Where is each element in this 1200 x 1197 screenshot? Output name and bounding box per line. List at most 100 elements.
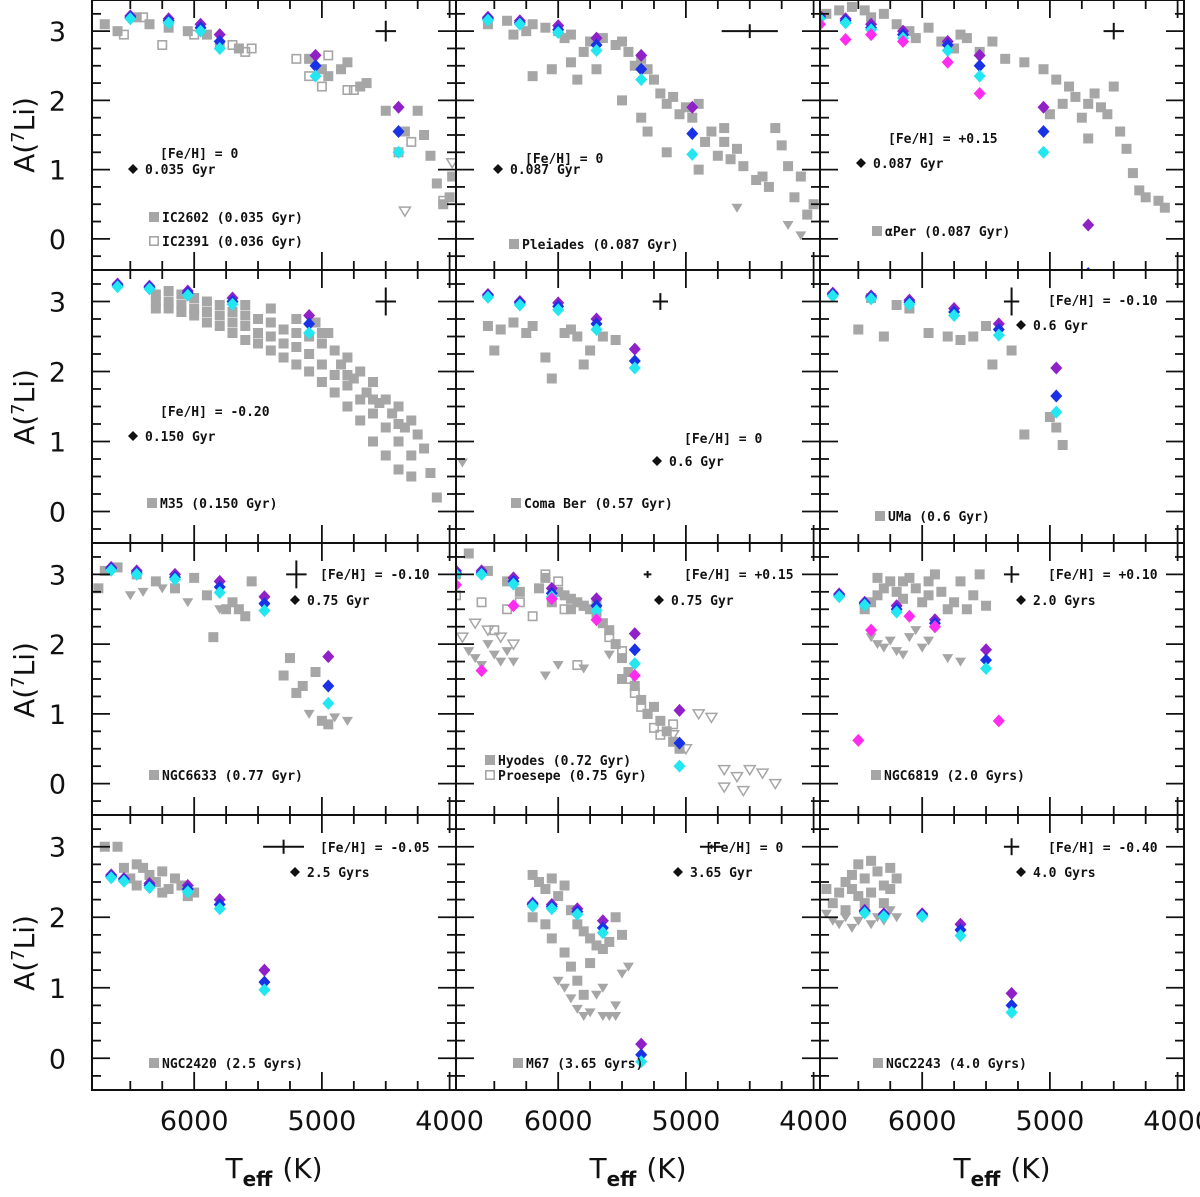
x-tick-label: 4000: [1143, 1106, 1200, 1137]
data-point: [304, 53, 315, 64]
panel-ngc6819: [Fe/H] = +0.10 2.0 Gyrs NGC6819 (2.0 Gyrs): [819, 542, 1185, 816]
y-tick-label: 0: [49, 1044, 66, 1075]
model-point: [941, 44, 954, 58]
data-point: [559, 328, 570, 338]
data-point: [623, 667, 634, 678]
model-point: [635, 73, 648, 87]
data-point: [891, 19, 902, 30]
data-point: [655, 729, 666, 740]
data-point: [233, 604, 244, 615]
cluster-square: [853, 293, 1068, 450]
data-point: [278, 352, 289, 363]
data-point: [584, 1008, 596, 1018]
data-point: [176, 289, 187, 300]
model-point: [820, 17, 826, 31]
data-point: [923, 590, 934, 601]
data-point: [284, 653, 295, 664]
age-marker: [493, 164, 503, 174]
plot-area: [526, 869, 648, 1069]
data-point: [540, 352, 551, 363]
legend-marker: [149, 1058, 159, 1068]
data-point: [872, 590, 883, 601]
data-point: [419, 130, 430, 140]
model-purple: [481, 288, 641, 356]
legend-marker: [511, 498, 521, 508]
data-point: [878, 898, 889, 909]
data-point: [201, 29, 212, 40]
data-point: [355, 366, 366, 377]
data-point: [527, 869, 538, 880]
data-point: [559, 880, 570, 891]
model-point: [143, 282, 156, 296]
model-point: [213, 35, 226, 49]
data-point: [150, 296, 161, 307]
model-point: [590, 592, 603, 606]
data-point: [316, 338, 327, 349]
model-point: [1037, 100, 1050, 114]
data-point: [878, 880, 889, 891]
data-point: [585, 345, 596, 356]
data-point: [597, 618, 608, 629]
legend-label: M35 (0.150 Gyr): [160, 497, 277, 512]
cluster-triangle: [731, 203, 807, 241]
data-point: [910, 626, 922, 636]
data-point: [736, 785, 751, 798]
data-point: [493, 632, 508, 644]
data-point: [668, 91, 679, 102]
ylabel-suffix: Li): [8, 642, 41, 676]
data-point: [885, 884, 896, 895]
data-point: [955, 576, 966, 587]
data-point: [559, 590, 570, 601]
data-point: [955, 29, 966, 40]
ticks: [820, 815, 1184, 1090]
data-point: [987, 36, 998, 47]
data-point: [987, 359, 998, 370]
panel-frame: [91, 814, 457, 1091]
model-point: [686, 147, 699, 161]
x-tick-label: 5000: [288, 1106, 357, 1137]
age-marker: [654, 595, 664, 605]
age-label: 0.6 Gyr: [669, 455, 724, 470]
data-point: [866, 887, 877, 898]
data-point: [291, 53, 302, 64]
error-bar: [286, 560, 307, 589]
model-point: [392, 145, 405, 159]
data-point: [118, 29, 129, 40]
data-point: [552, 976, 564, 986]
data-point: [138, 862, 149, 873]
data-point: [642, 708, 653, 719]
panel-ic2602: [Fe/H] = 00.035 Gyr IC2602 (0.035 Gyr) IC2…: [49, 0, 457, 271]
model-point: [635, 1048, 648, 1062]
model-point: [954, 929, 967, 943]
data-point: [821, 884, 832, 895]
data-point: [124, 591, 136, 601]
x-tick-label: 4000: [415, 1106, 484, 1137]
data-point: [866, 855, 877, 866]
model-point: [124, 12, 137, 26]
data-point: [1044, 109, 1055, 120]
model-point: [673, 759, 686, 773]
data-point: [878, 643, 890, 653]
plot-area: [93, 560, 353, 730]
model-point: [162, 16, 175, 30]
data-point: [355, 81, 366, 92]
data-point: [604, 632, 615, 643]
model-point: [130, 567, 143, 581]
ylabel-sup: 7: [8, 676, 29, 687]
data-point: [342, 370, 353, 380]
data-point: [502, 576, 513, 587]
data-point: [617, 653, 628, 664]
model-point: [590, 323, 603, 336]
age-marker: [856, 158, 866, 168]
data-point: [329, 713, 341, 723]
data-point: [546, 64, 557, 75]
data-point: [278, 324, 289, 335]
data-point: [265, 317, 276, 328]
data-point: [859, 873, 870, 884]
data-point: [316, 377, 327, 387]
y-axis-title: A(7Li): [8, 915, 41, 991]
data-point: [590, 990, 602, 1000]
plot-area: [456, 548, 783, 798]
data-point: [501, 647, 513, 657]
data-point: [679, 743, 693, 756]
